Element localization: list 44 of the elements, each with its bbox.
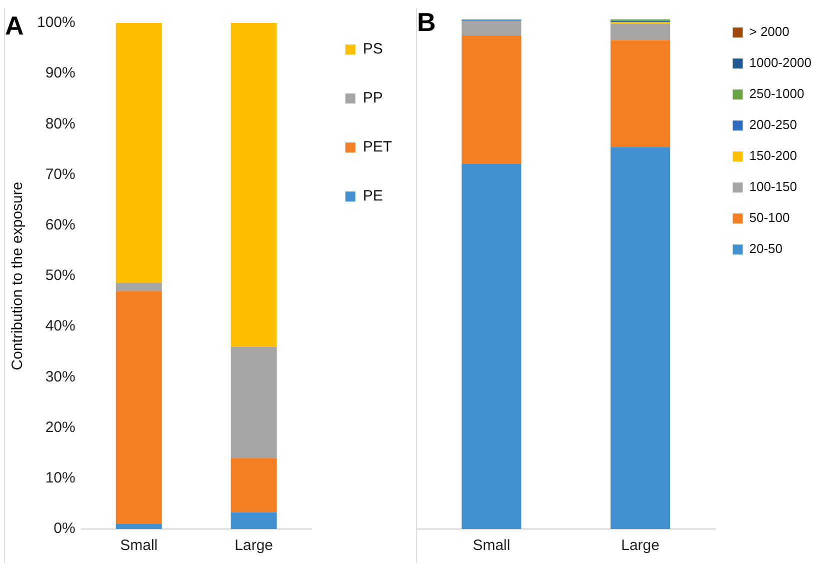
legend-label: PP xyxy=(362,90,383,107)
bar xyxy=(610,147,670,529)
bar xyxy=(116,291,162,524)
legend-label: PE xyxy=(362,188,383,205)
bar xyxy=(462,20,522,36)
y-tick-label: 10% xyxy=(45,470,76,487)
legend-label: 200-250 xyxy=(749,117,797,132)
chart-title: A xyxy=(5,10,24,41)
chart-title: B xyxy=(417,6,436,37)
legend-label: PS xyxy=(362,40,383,58)
bar xyxy=(610,40,670,148)
y-tick-label: 80% xyxy=(45,115,76,132)
legend-label: 50-100 xyxy=(749,210,790,226)
y-tick-label: 60% xyxy=(45,216,76,234)
y-tick-label: 0% xyxy=(54,520,76,538)
bar xyxy=(462,164,522,529)
y-tick-label: 30% xyxy=(45,368,76,386)
legend-label: > 2000 xyxy=(749,24,790,40)
x-tick-label: Large xyxy=(234,537,274,554)
bar xyxy=(230,512,277,529)
legend-label: 20-50 xyxy=(749,241,782,256)
y-tick-label: 90% xyxy=(45,64,76,82)
bar xyxy=(116,282,162,292)
legend-label: PET xyxy=(362,138,392,156)
x-tick-label: Small xyxy=(120,537,158,554)
legend-label: 1000-2000 xyxy=(749,55,812,70)
legend-label: 250-1000 xyxy=(749,86,804,102)
legend-label: 150-200 xyxy=(749,148,797,164)
y-tick-label: 50% xyxy=(45,267,76,284)
x-tick-label: Large xyxy=(621,537,660,554)
bar xyxy=(610,24,670,40)
x-tick-label: Small xyxy=(472,537,510,554)
bar xyxy=(230,458,277,512)
y-tick-label: 70% xyxy=(45,166,76,183)
y-axis-title: Contribution to the exposure xyxy=(9,182,26,370)
bar xyxy=(230,346,277,458)
y-tick-label: 100% xyxy=(36,14,76,32)
bar xyxy=(230,23,277,347)
bar xyxy=(116,23,162,283)
bar xyxy=(462,36,522,164)
bar xyxy=(116,524,162,529)
legend-label: 100-150 xyxy=(749,179,797,194)
y-tick-label: 20% xyxy=(45,418,76,436)
y-tick-label: 40% xyxy=(45,318,76,335)
